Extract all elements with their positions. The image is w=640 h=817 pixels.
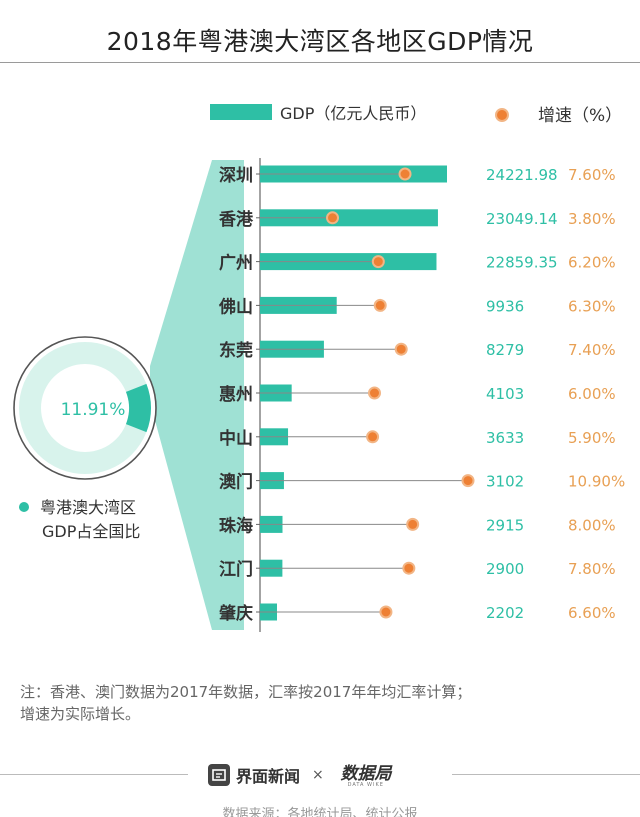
growth-value-label: 7.80% bbox=[568, 560, 616, 578]
category-label: 广州 bbox=[219, 253, 253, 274]
donut-share-segment bbox=[125, 383, 151, 433]
growth-point bbox=[326, 211, 340, 225]
footnote-line-2: 增速为实际增长。 bbox=[20, 705, 141, 723]
growth-point bbox=[371, 255, 385, 269]
category-label: 香港 bbox=[219, 209, 254, 230]
category-label: 佛山 bbox=[218, 296, 253, 317]
growth-value-label: 3.80% bbox=[568, 210, 616, 228]
gdp-value-label: 8279 bbox=[486, 341, 524, 359]
gdp-value-label: 2900 bbox=[486, 560, 524, 578]
footnote-line-1: 注：香港、澳门数据为2017年数据，汇率按2017年年均汇率计算； bbox=[20, 683, 472, 701]
gdp-value-label: 23049.14 bbox=[486, 210, 558, 228]
category-label: 澳门 bbox=[219, 472, 253, 493]
legend-growth-dot bbox=[495, 108, 509, 122]
title-divider bbox=[0, 62, 640, 63]
legend-gdp-swatch bbox=[210, 104, 272, 120]
brand-name: 界面新闻 bbox=[236, 767, 301, 786]
growth-point bbox=[394, 342, 408, 356]
growth-value-label: 5.90% bbox=[568, 429, 616, 447]
growth-value-label: 8.00% bbox=[568, 516, 616, 534]
jiemian-logo-icon bbox=[208, 764, 230, 786]
growth-point bbox=[367, 386, 381, 400]
category-label: 东莞 bbox=[219, 340, 253, 361]
gdp-bar bbox=[260, 209, 438, 227]
donut-value-label: 11.91% bbox=[61, 400, 126, 420]
category-label: 珠海 bbox=[219, 515, 253, 536]
gdp-value-label: 2202 bbox=[486, 604, 524, 622]
gdp-value-label: 3102 bbox=[486, 473, 524, 491]
page-title: 2018年粤港澳大湾区各地区GDP情况 bbox=[106, 27, 534, 56]
growth-value-label: 7.60% bbox=[568, 166, 616, 184]
partner-logo: 数据局 DATA WIKE bbox=[336, 762, 396, 788]
donut-legend-dot bbox=[19, 502, 29, 512]
footer-brand: 界面新闻 × 数据局 DATA WIKE bbox=[208, 762, 396, 788]
partner-logo-text: 数据局 bbox=[340, 764, 393, 784]
legend-gdp-label: GDP（亿元人民币） bbox=[280, 104, 426, 123]
category-label: 江门 bbox=[219, 559, 253, 580]
growth-point bbox=[373, 298, 387, 312]
footer-source: 数据来源：各地统计局、统计公报 bbox=[222, 807, 418, 817]
donut-caption-line-1: 粤港澳大湾区 bbox=[40, 498, 136, 517]
footnote: 注：香港、澳门数据为2017年数据，汇率按2017年年均汇率计算； 增速为实际增… bbox=[20, 681, 620, 725]
gdp-value-label: 24221.98 bbox=[486, 166, 558, 184]
growth-value-label: 7.40% bbox=[568, 341, 616, 359]
brand-separator: × bbox=[312, 767, 324, 783]
gdp-value-label: 4103 bbox=[486, 385, 524, 403]
growth-point bbox=[406, 517, 420, 531]
legend-growth-label: 增速（%） bbox=[538, 106, 622, 126]
growth-value-label: 6.20% bbox=[568, 254, 616, 272]
category-label: 肇庆 bbox=[219, 603, 253, 624]
gdp-value-label: 9936 bbox=[486, 297, 524, 315]
gdp-value-label: 2915 bbox=[486, 516, 524, 534]
category-label: 惠州 bbox=[219, 384, 253, 405]
growth-point bbox=[379, 605, 393, 619]
growth-point bbox=[461, 474, 475, 488]
footer-divider-left bbox=[0, 774, 188, 775]
growth-value-label: 6.60% bbox=[568, 604, 616, 622]
growth-value-label: 10.90% bbox=[568, 473, 625, 491]
category-label: 中山 bbox=[219, 428, 253, 449]
funnel-connector bbox=[150, 160, 244, 630]
gdp-value-label: 3633 bbox=[486, 429, 524, 447]
growth-value-label: 6.00% bbox=[568, 385, 616, 403]
footer-divider-right bbox=[452, 774, 640, 775]
growth-point bbox=[366, 430, 380, 444]
partner-sub: DATA WIKE bbox=[347, 782, 384, 788]
growth-point bbox=[398, 167, 412, 181]
gdp-chart: 11.91% 粤港澳大湾区 GDP占全国比 GDP（亿元人民币） 增速（%） 深圳 2422… bbox=[13, 104, 625, 632]
growth-point bbox=[402, 561, 416, 575]
donut-caption-line-2: GDP占全国比 bbox=[42, 522, 140, 541]
gdp-value-label: 22859.35 bbox=[486, 254, 558, 272]
category-label: 深圳 bbox=[219, 165, 253, 186]
growth-value-label: 6.30% bbox=[568, 297, 616, 315]
